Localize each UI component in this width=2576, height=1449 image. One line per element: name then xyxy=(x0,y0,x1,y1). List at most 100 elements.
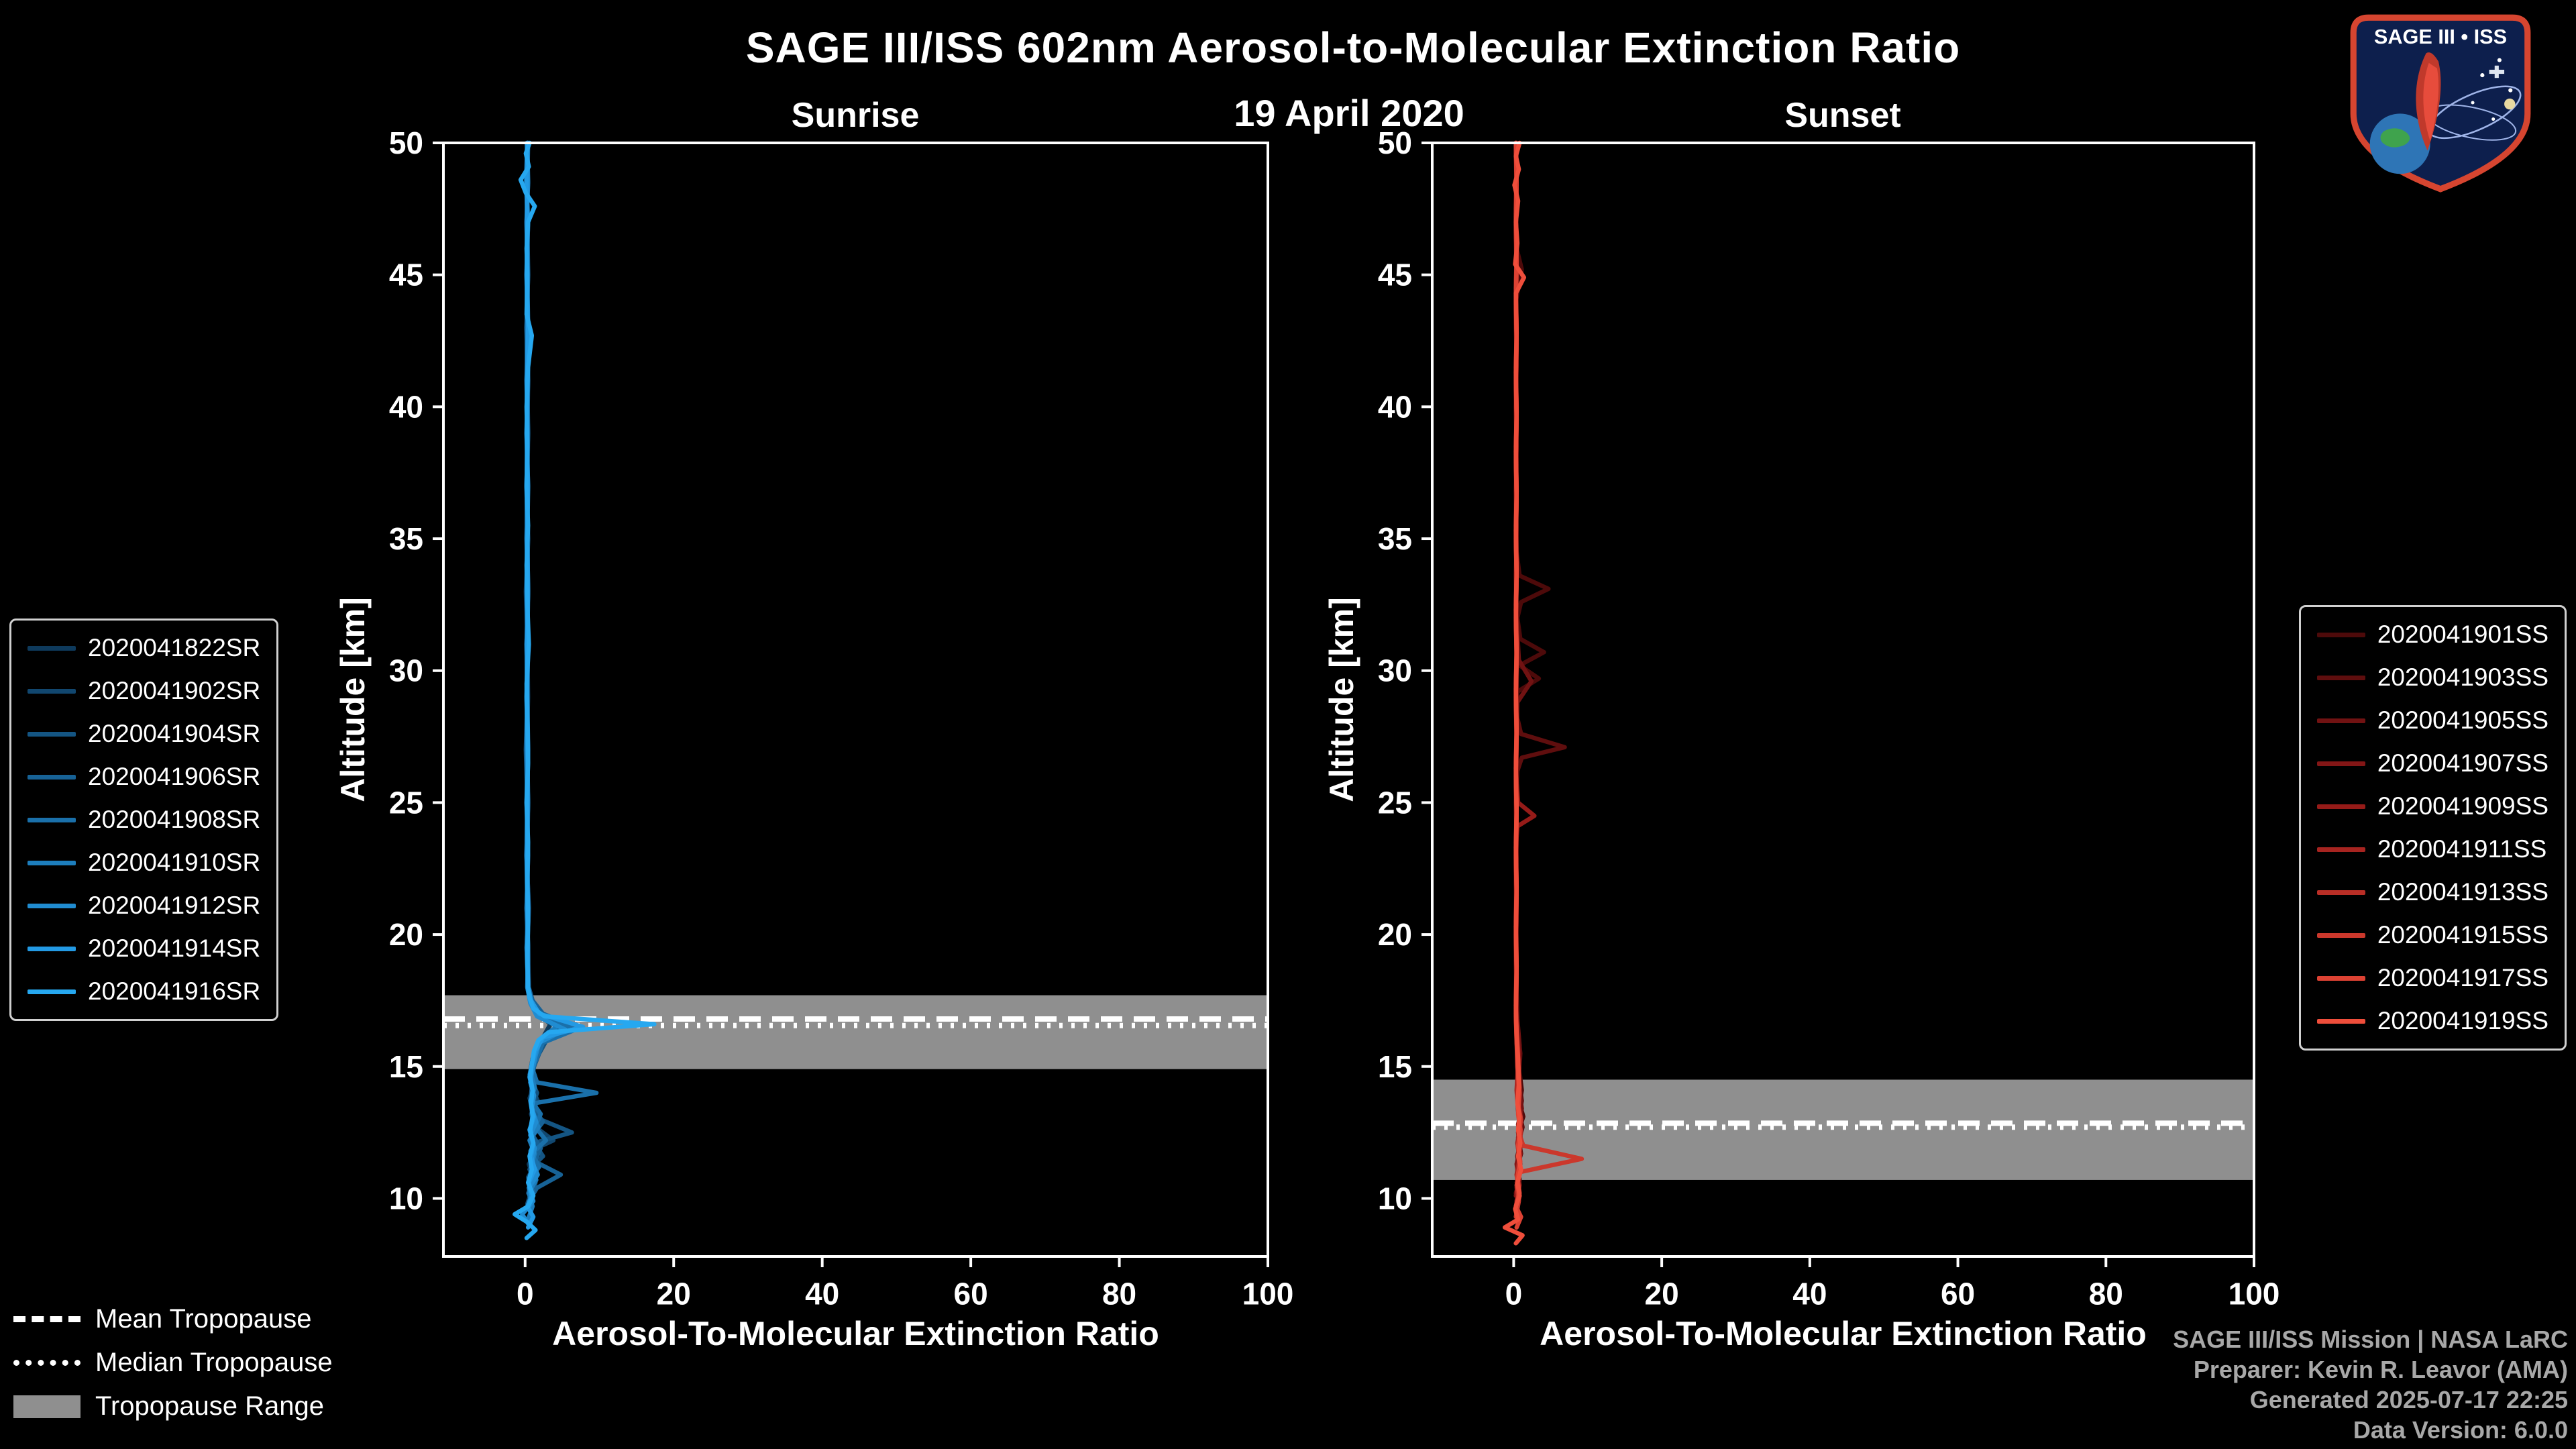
series-color-swatch xyxy=(2316,975,2365,981)
y-tick-label: 40 xyxy=(389,389,423,424)
series-label: 2020041910SR xyxy=(88,849,261,876)
series-color-swatch xyxy=(2316,1018,2365,1024)
y-tick-label: 10 xyxy=(389,1181,423,1216)
series-label: 2020041919SS xyxy=(2377,1007,2548,1034)
panel-title-sunset: Sunset xyxy=(1784,96,1901,135)
series-color-swatch xyxy=(2316,718,2365,723)
x-tick-label: 80 xyxy=(2089,1277,2123,1311)
y-axis-label: Altitude [km] xyxy=(334,597,372,802)
series-label: 2020041913SS xyxy=(2377,878,2548,906)
series-label: 2020041909SS xyxy=(2377,792,2548,820)
x-axis-label: Aerosol-To-Molecular Extinction Ratio xyxy=(552,1315,1159,1352)
series-color-swatch xyxy=(28,946,76,951)
x-tick-label: 20 xyxy=(1645,1277,1679,1311)
series-color-swatch xyxy=(2316,632,2365,637)
series-color-swatch xyxy=(2316,804,2365,809)
y-tick-label: 30 xyxy=(389,653,423,688)
y-tick-label: 35 xyxy=(1378,521,1412,556)
y-tick-label: 25 xyxy=(389,785,423,820)
series-label: 2020041903SS xyxy=(2377,663,2548,691)
legend-item: 2020041916SR xyxy=(28,977,260,1006)
legend-item: 2020041905SS xyxy=(2316,706,2548,735)
star-icon xyxy=(2480,73,2485,78)
y-tick-label: 45 xyxy=(389,258,423,292)
sage-iss-mission-patch-icon: SAGE III • ISS xyxy=(2350,14,2531,193)
credits-block: SAGE III/ISS Mission | NASA LaRC Prepare… xyxy=(2173,1324,2568,1445)
series-label: 2020041915SS xyxy=(2377,921,2548,949)
tropopause-legend: Mean Tropopause Median Tropopause Tropopau… xyxy=(13,1304,333,1421)
y-tick-label: 20 xyxy=(1378,917,1412,952)
tropopause-legend-label: Tropopause Range xyxy=(95,1391,324,1421)
y-tick-label: 15 xyxy=(1378,1049,1412,1084)
legend-item: 2020041904SR xyxy=(28,720,260,748)
x-tick-label: 20 xyxy=(657,1277,691,1311)
panel-sunrise: 10 15 20 25 30 35 40 45 50 0 20 40 60 80 100 Aerosol-To… xyxy=(334,125,1293,1352)
series-label: 2020041911SS xyxy=(2377,835,2547,863)
y-tick-label: 15 xyxy=(389,1049,423,1084)
y-tick-label: 30 xyxy=(1378,653,1412,688)
median-dotted-swatch xyxy=(13,1360,80,1366)
x-tick-label: 40 xyxy=(1792,1277,1827,1311)
y-tick-label: 50 xyxy=(1378,125,1412,160)
x-tick-label: 0 xyxy=(517,1277,534,1311)
series-color-swatch xyxy=(2316,761,2365,766)
x-tick-label: 100 xyxy=(1242,1277,1294,1311)
legend-item: 2020041822SR xyxy=(28,634,260,662)
star-icon xyxy=(2508,88,2513,93)
y-tick-label: 50 xyxy=(389,125,423,160)
tropopause-legend-label: Median Tropopause xyxy=(95,1348,333,1377)
legend-item: 2020041910SR xyxy=(28,849,260,877)
legend-item: 2020041912SR xyxy=(28,892,260,920)
legend-item: 2020041906SR xyxy=(28,763,260,791)
series-label: 2020041907SS xyxy=(2377,749,2548,777)
series-label: 2020041901SS xyxy=(2377,621,2548,648)
x-tick-label: 0 xyxy=(1505,1277,1523,1311)
y-tick-label: 10 xyxy=(1378,1181,1412,1216)
series-color-swatch xyxy=(28,731,76,737)
series-color-swatch xyxy=(2316,932,2365,938)
y-tick-label: 20 xyxy=(389,917,423,952)
sunrise-series-legend: 2020041822SR 2020041902SR 2020041904SR 2020… xyxy=(9,619,279,1021)
series-line xyxy=(513,140,657,1240)
x-tick-label: 60 xyxy=(954,1277,988,1311)
legend-item: 2020041915SS xyxy=(2316,921,2548,949)
mean-dashed-swatch xyxy=(13,1316,80,1322)
panel-title-sunrise: Sunrise xyxy=(791,96,920,135)
series-label: 2020041904SR xyxy=(88,720,261,747)
y-tick-label: 40 xyxy=(1378,389,1412,424)
credit-data-version: Data Version: 6.0.0 xyxy=(2353,1416,2568,1444)
series-color-swatch xyxy=(2316,675,2365,680)
y-tick-label: 45 xyxy=(1378,258,1412,292)
tropopause-legend-item: Median Tropopause xyxy=(13,1348,333,1378)
figure-title: SAGE III/ISS 602nm Aerosol-to-Molecular … xyxy=(745,23,1961,72)
series-label: 2020041914SR xyxy=(88,934,261,962)
series-label: 2020041902SR xyxy=(88,677,261,704)
sunset-series-legend: 2020041901SS 2020041903SS 2020041905SS 2020… xyxy=(2298,605,2567,1051)
x-tick-label: 60 xyxy=(1941,1277,1975,1311)
y-tick-label: 25 xyxy=(1378,785,1412,820)
legend-item: 2020041902SR xyxy=(28,677,260,705)
range-band-swatch xyxy=(13,1395,80,1418)
series-color-swatch xyxy=(2316,847,2365,852)
tropopause-range-band xyxy=(443,995,1268,1069)
series-line xyxy=(1502,140,1527,1246)
series-color-swatch xyxy=(2316,890,2365,895)
x-tick-label: 40 xyxy=(805,1277,839,1311)
series-color-swatch xyxy=(28,688,76,694)
figure-art xyxy=(2423,62,2439,142)
legend-item: 2020041908SR xyxy=(28,806,260,834)
legend-item: 2020041909SS xyxy=(2316,792,2548,820)
series-color-swatch xyxy=(28,860,76,865)
figure-date: 19 April 2020 xyxy=(1234,92,1464,134)
legend-item: 2020041903SS xyxy=(2316,663,2548,692)
x-tick-label: 100 xyxy=(2229,1277,2280,1311)
series-color-swatch xyxy=(28,645,76,651)
legend-item: 2020041919SS xyxy=(2316,1007,2548,1035)
tropopause-legend-item: Tropopause Range xyxy=(13,1391,333,1421)
series-color-swatch xyxy=(28,989,76,994)
series-label: 2020041906SR xyxy=(88,763,261,790)
series-label: 2020041822SR xyxy=(88,634,261,661)
moon-icon xyxy=(2504,98,2516,110)
series-color-swatch xyxy=(28,774,76,780)
